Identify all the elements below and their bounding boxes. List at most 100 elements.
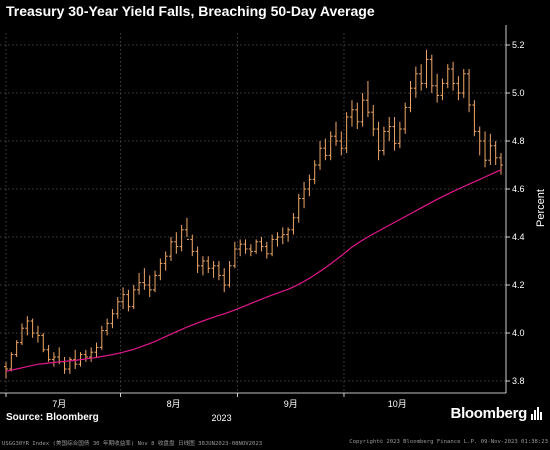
x-tick-label: 7月 [52, 399, 66, 409]
ohlc-bar [147, 275, 152, 297]
ohlc-bar [232, 241, 237, 269]
ohlc-bar [270, 234, 275, 257]
footer-meta: USGG30YR Index (美国综合国债 30 年期收益率) Nov 8 收… [2, 439, 548, 447]
ohlc-bar [403, 102, 408, 134]
ohlc-bar [445, 64, 450, 89]
ohlc-bar [472, 100, 477, 137]
y-tick-label: 4.2 [512, 280, 525, 290]
ohlc-bar [67, 357, 72, 374]
ohlc-bar [302, 181, 307, 209]
ohlc-bar [334, 121, 338, 146]
ohlc-bar [110, 309, 115, 329]
ohlc-bar [440, 78, 445, 101]
ohlc-bar [248, 244, 253, 257]
ohlc-bar [451, 61, 456, 91]
ohlc-bar [30, 318, 35, 338]
ohlc-bar [184, 217, 189, 240]
ohlc-bar [83, 349, 88, 362]
ohlc-bar [158, 258, 163, 281]
ohlc-bar [413, 66, 418, 98]
x-tick-label: 8月 [167, 399, 181, 409]
ohlc-bar [376, 121, 381, 161]
bloomberg-logo: Bloomberg [451, 405, 542, 422]
ohlc-bar [153, 270, 158, 293]
ohlc-bar [115, 297, 120, 319]
y-tick-label: 4.6 [512, 184, 525, 194]
ohlc-bar [392, 117, 397, 151]
ohlc-bar [216, 261, 221, 281]
ohlc-bar [339, 131, 344, 156]
ohlc-bar [456, 76, 461, 101]
ohlc-bar [142, 268, 147, 290]
ohlc-bar [355, 102, 360, 129]
ohlc-bar [105, 318, 110, 336]
ohlc-bar [89, 347, 94, 362]
ohlc-bar [280, 227, 285, 245]
ohlc-bar [467, 69, 472, 113]
ohlc-bar [477, 126, 482, 156]
ohlc-bar [296, 193, 301, 223]
moving-average-line [5, 169, 502, 372]
ohlc-bar [4, 361, 8, 379]
ohlc-bar [126, 289, 131, 312]
ohlc-bar [286, 227, 291, 242]
ohlc-bar [25, 316, 30, 336]
ohlc-bar [499, 153, 503, 175]
ohlc-bar [190, 234, 195, 257]
ohlc-bar [254, 239, 259, 254]
y-axis-title: Percent [535, 189, 547, 227]
ohlc-bar [397, 121, 402, 149]
ohlc-bar [179, 225, 184, 252]
ohlc-bar [131, 285, 136, 309]
footer-meta-left: USGG30YR Index (美国综合国债 30 年期收益率) Nov 8 收… [2, 441, 263, 447]
ohlc-bar [174, 232, 179, 254]
ohlc-bar [328, 131, 333, 161]
ohlc-bar [264, 241, 269, 259]
ohlc-bar [206, 256, 211, 273]
ohlc-bar [312, 160, 317, 185]
ohlc-bar [62, 357, 67, 374]
ohlc-bar [41, 333, 46, 353]
ohlc-bar [291, 213, 296, 235]
ohlc-bar [222, 268, 227, 293]
ohlc-bar [360, 93, 365, 127]
ohlc-bar [169, 237, 173, 261]
x-axis-ticks: 7月 8月 9月 10月 [0, 392, 506, 409]
ohlc-bar [51, 352, 56, 367]
ohlc-bar [344, 112, 349, 153]
y-axis-ticks: 3.8 4.0 4.2 4.4 4.6 4.8 5.0 5.2 [505, 25, 525, 393]
footer-meta-right: Copyright© 2023 Bloomberg Finance L.P. 0… [349, 439, 548, 445]
x-tick-label: 10月 [388, 399, 407, 409]
y-tick-label: 4.4 [512, 232, 525, 242]
brand-name: Bloomberg [450, 405, 528, 422]
ohlc-bar [73, 349, 78, 369]
ohlc-bar [200, 256, 205, 276]
chart-title: Treasury 30-Year Yield Falls, Breaching … [6, 3, 375, 19]
ohlc-bar [137, 273, 142, 295]
y-tick-label: 4.8 [512, 136, 525, 146]
ohlc-bar [195, 246, 200, 273]
ohlc-bar [307, 174, 312, 197]
ohlc-bar [259, 237, 264, 252]
ohlc-bar [94, 342, 99, 357]
x-tick-label: 9月 [284, 399, 298, 409]
ohlc-bar [323, 138, 328, 161]
y-tick-label: 5.2 [512, 40, 525, 50]
ohlc-series [4, 49, 503, 379]
ohlc-bar [46, 345, 51, 362]
ohlc-bar [381, 126, 386, 156]
ohlc-bar [483, 131, 488, 168]
ohlc-bar [349, 100, 354, 127]
ohlc-bar [318, 141, 323, 170]
ohlc-bar [14, 340, 19, 357]
ohlc-bar [461, 69, 466, 98]
ohlc-bar [227, 261, 232, 288]
ohlc-bar [211, 261, 216, 278]
y-tick-label: 3.8 [512, 376, 525, 386]
x-axis-year-label: 2023 [212, 413, 232, 423]
ohlc-bar [238, 239, 243, 257]
ohlc-bar [35, 325, 40, 343]
ohlc-bar [493, 141, 498, 165]
ohlc-bar [488, 133, 493, 165]
ohlc-bar [435, 73, 440, 103]
